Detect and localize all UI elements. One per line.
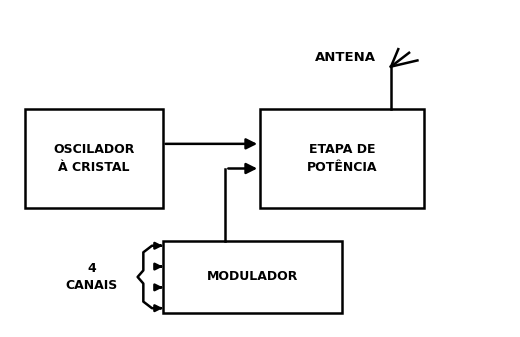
Text: OSCILADOR
À CRISTAL: OSCILADOR À CRISTAL: [53, 143, 134, 174]
Text: MODULADOR: MODULADOR: [206, 271, 298, 283]
Bar: [163, 241, 342, 313]
Text: 4: 4: [87, 262, 96, 275]
Bar: [260, 109, 424, 208]
Bar: [24, 109, 163, 208]
Text: ANTENA: ANTENA: [315, 51, 375, 64]
Text: CANAIS: CANAIS: [66, 279, 118, 292]
Text: ETAPA DE
POTÊNCIA: ETAPA DE POTÊNCIA: [307, 143, 377, 174]
